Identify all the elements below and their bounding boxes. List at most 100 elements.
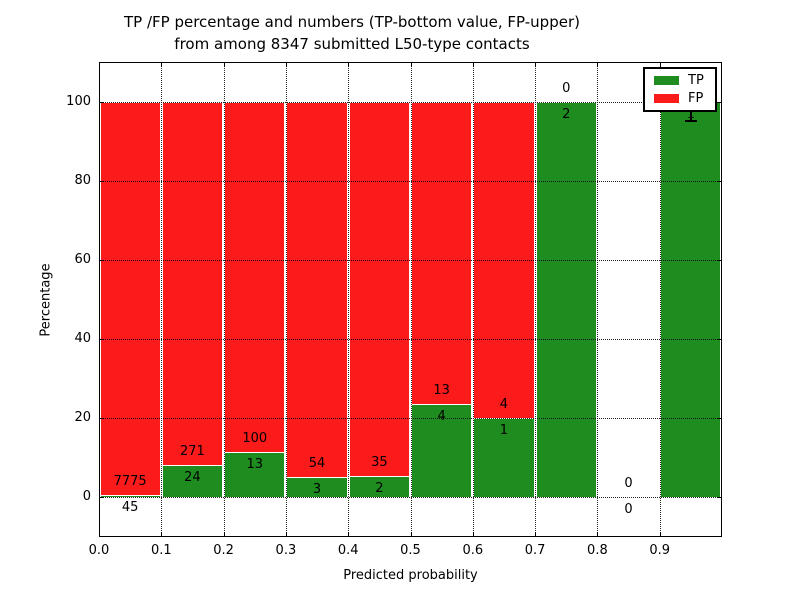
bar-fp-segment [286, 101, 348, 477]
y-tickmark-left [99, 101, 104, 103]
y-tickmark-left [99, 259, 104, 261]
tp-count-label: 4 [437, 409, 446, 425]
bar-fp-segment [348, 101, 410, 476]
x-tickmark-bottom [348, 532, 350, 537]
x-tick-label: 0.6 [462, 543, 484, 558]
x-tickmark-bottom [659, 532, 661, 537]
fp-count-label: 0 [562, 80, 571, 96]
fp-count-label: 7775 [113, 474, 147, 490]
bar-tp-segment [411, 404, 473, 498]
chart-title-line1: TP /FP percentage and numbers (TP-bottom… [124, 13, 580, 31]
gridline-vertical [472, 62, 474, 537]
y-axis-label: Percentage [38, 263, 54, 337]
x-tick-label: 0.5 [400, 543, 421, 558]
y-tick-label: 20 [74, 410, 91, 426]
chart-title-line2: from among 8347 submitted L50-type conta… [174, 35, 530, 53]
bar-fp-segment [99, 101, 161, 496]
legend-swatch-fp [654, 94, 679, 103]
tp-count-label: 1 [499, 423, 509, 439]
x-tickmark-bottom [161, 532, 163, 537]
x-tickmark-top [223, 62, 225, 67]
x-tickmark-bottom [99, 532, 100, 537]
x-tickmark-top [285, 62, 287, 67]
tp-count-label: 2 [375, 481, 384, 497]
gridline-vertical [161, 62, 163, 537]
fp-count-label: 271 [180, 444, 205, 460]
y-tickmark-left [99, 339, 104, 341]
y-tick-label: 60 [74, 251, 91, 267]
x-tickmark-top [348, 62, 350, 67]
x-tickmark-bottom [285, 532, 287, 537]
bar-tp-segment [535, 101, 597, 498]
tp-count-label: 2 [562, 106, 571, 122]
x-tick-label: 0.9 [649, 543, 671, 558]
x-tick-label: 0.4 [337, 543, 359, 558]
chart-title: TP /FP percentage and numbers (TP-bottom… [52, 11, 652, 55]
y-tickmark-left [99, 497, 104, 499]
bar-tp-segment [660, 101, 722, 498]
x-tickmark-bottom [472, 532, 474, 537]
x-tickmark-top [535, 62, 537, 67]
x-tickmark-top [597, 62, 599, 67]
x-tick-label: 0.2 [213, 543, 234, 558]
x-tickmark-top [161, 62, 163, 67]
fp-count-label: 0 [624, 476, 633, 492]
x-tick-label: 0.3 [275, 543, 297, 558]
gridline-vertical [348, 62, 350, 537]
x-axis-label: Predicted probability [343, 568, 478, 583]
fp-count-label: 4 [499, 397, 509, 413]
fp-count-label: 35 [371, 455, 388, 471]
x-tickmark-top [472, 62, 474, 67]
legend-swatch-tp [654, 76, 679, 85]
legend-item-fp: FP [654, 92, 715, 105]
y-tickmark-right [717, 418, 722, 420]
x-tick-label: 0.1 [150, 543, 172, 558]
tp-count-label: 3 [312, 481, 322, 497]
tp-count-label: 24 [184, 470, 201, 486]
y-tickmark-right [717, 259, 722, 261]
x-tickmark-top [659, 62, 661, 67]
x-tickmark-top [410, 62, 412, 67]
errorbar-cap-bottom [684, 120, 697, 122]
gridline-vertical [659, 62, 661, 537]
tp-count-label: 0 [624, 502, 633, 518]
gridline-vertical [535, 62, 537, 537]
bar-fp-segment [161, 101, 224, 466]
x-tickmark-bottom [597, 532, 599, 537]
y-tickmark-left [99, 418, 104, 420]
y-tick-label: 80 [74, 172, 91, 188]
y-tickmark-left [99, 180, 104, 182]
bar-tp-segment [286, 476, 348, 498]
y-tickmark-right [717, 180, 722, 182]
x-tickmark-bottom [410, 532, 412, 537]
x-tickmark-top [99, 62, 100, 67]
y-tickmark-right [717, 339, 722, 341]
bar-fp-segment [411, 101, 473, 405]
x-tickmark-bottom [535, 532, 537, 537]
y-tickmark-right [717, 497, 722, 499]
fp-count-label: 54 [308, 455, 326, 471]
x-tick-label: 0.7 [524, 543, 546, 558]
bar-fp-segment [224, 101, 286, 452]
gridline-vertical [597, 62, 599, 537]
gridline-vertical [285, 62, 287, 537]
x-tick-label: 0.8 [587, 543, 608, 558]
tp-count-label: 13 [246, 456, 264, 472]
legend-item-tp: TP [654, 74, 715, 87]
x-tickmark-bottom [223, 532, 225, 537]
tp-count-label: 45 [121, 500, 139, 516]
fp-count-label: 100 [242, 430, 268, 446]
x-tick-label: 0.0 [88, 543, 110, 558]
gridline-vertical [223, 62, 225, 537]
legend-label-fp: FP [688, 91, 704, 106]
bar-tp-segment [348, 476, 410, 498]
bar-tp-segment [161, 465, 224, 498]
y-tick-label: 0 [82, 489, 91, 505]
fp-count-label: 13 [433, 383, 450, 399]
gridline-vertical [410, 62, 412, 537]
y-tick-label: 40 [74, 331, 91, 347]
legend-label-tp: TP [688, 73, 704, 88]
bar-tp-segment [99, 495, 161, 498]
bar-tp-segment [224, 451, 286, 498]
